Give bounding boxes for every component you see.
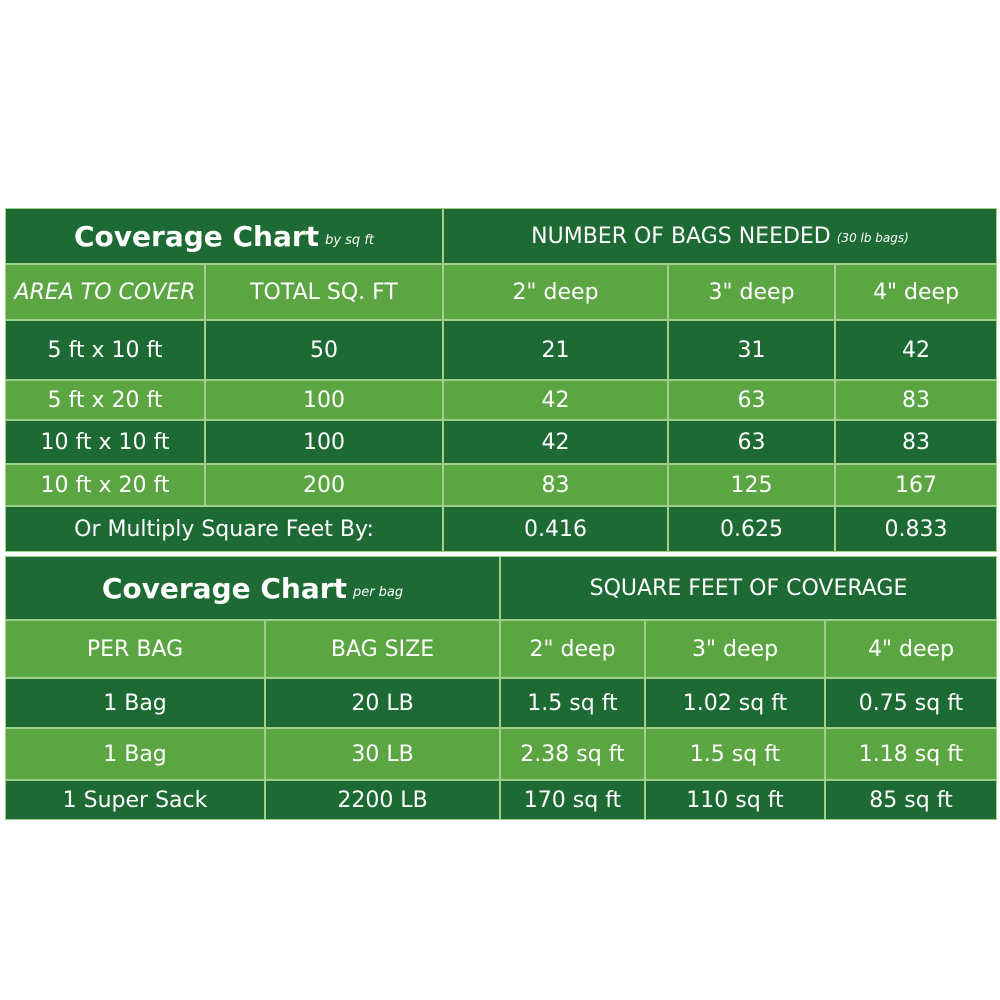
table-cell: 1.5 sq ft [500, 678, 645, 728]
table-cell: 42 [443, 380, 668, 420]
table-cell: 1.5 sq ft [645, 728, 825, 780]
multiply-value: 0.625 [668, 506, 835, 552]
table-cell: 83 [443, 464, 668, 506]
table-cell: 1 Bag [5, 678, 265, 728]
table-cell: 1.02 sq ft [645, 678, 825, 728]
table-cell: 100 [205, 380, 443, 420]
group-header: SQUARE FEET OF COVERAGE [500, 556, 997, 620]
table-cell: 83 [835, 380, 997, 420]
table-cell: 100 [205, 420, 443, 464]
column-header: 2" deep [443, 264, 668, 320]
table-cell: 42 [443, 420, 668, 464]
table-cell: 1.18 sq ft [825, 728, 997, 780]
column-header: 3" deep [645, 620, 825, 678]
title-note: per bag [352, 584, 404, 600]
table-cell: 0.75 sq ft [825, 678, 997, 728]
table-cell: 5 ft x 10 ft [5, 320, 205, 380]
table-cell: 10 ft x 20 ft [5, 464, 205, 506]
table-cell: 50 [205, 320, 443, 380]
column-header: 4" deep [835, 264, 997, 320]
column-header: 4" deep [825, 620, 997, 678]
table-cell: 20 LB [265, 678, 500, 728]
title: Coverage Chart [73, 219, 320, 253]
group-header: NUMBER OF BAGS NEEDED (30 lb bags) [443, 208, 997, 264]
table-cell: 200 [205, 464, 443, 506]
table-cell: 167 [835, 464, 997, 506]
table-cell: 2200 LB [265, 780, 500, 820]
table-cell: 30 LB [265, 728, 500, 780]
table-cell: 21 [443, 320, 668, 380]
multiply-label: Or Multiply Square Feet By: [5, 506, 443, 552]
group-title: NUMBER OF BAGS NEEDED [531, 223, 831, 249]
table-cell: 63 [668, 420, 835, 464]
column-header: TOTAL SQ. FT [205, 264, 443, 320]
table-cell: 63 [668, 380, 835, 420]
table-cell: 2.38 sq ft [500, 728, 645, 780]
table-cell: 83 [835, 420, 997, 464]
title-cell: Coverage Chart per bag [5, 556, 500, 620]
group-note: (30 lb bags) [836, 231, 909, 245]
table-cell: 5 ft x 20 ft [5, 380, 205, 420]
column-header: 2" deep [500, 620, 645, 678]
title: Coverage Chart [101, 571, 347, 605]
table-cell: 110 sq ft [645, 780, 825, 820]
table-cell: 85 sq ft [825, 780, 997, 820]
column-header: AREA TO COVER [5, 264, 205, 320]
column-header: PER BAG [5, 620, 265, 678]
group-title: SQUARE FEET OF COVERAGE [589, 575, 908, 601]
multiply-value: 0.833 [835, 506, 997, 552]
column-header: BAG SIZE [265, 620, 500, 678]
title-cell: Coverage Chart by sq ft [5, 208, 443, 264]
table-cell: 31 [668, 320, 835, 380]
multiply-value: 0.416 [443, 506, 668, 552]
column-header: 3" deep [668, 264, 835, 320]
table-cell: 125 [668, 464, 835, 506]
table-cell: 10 ft x 10 ft [5, 420, 205, 464]
table-cell: 170 sq ft [500, 780, 645, 820]
title-note: by sq ft [325, 232, 374, 248]
table-cell: 1 Super Sack [5, 780, 265, 820]
table-cell: 1 Bag [5, 728, 265, 780]
table-cell: 42 [835, 320, 997, 380]
